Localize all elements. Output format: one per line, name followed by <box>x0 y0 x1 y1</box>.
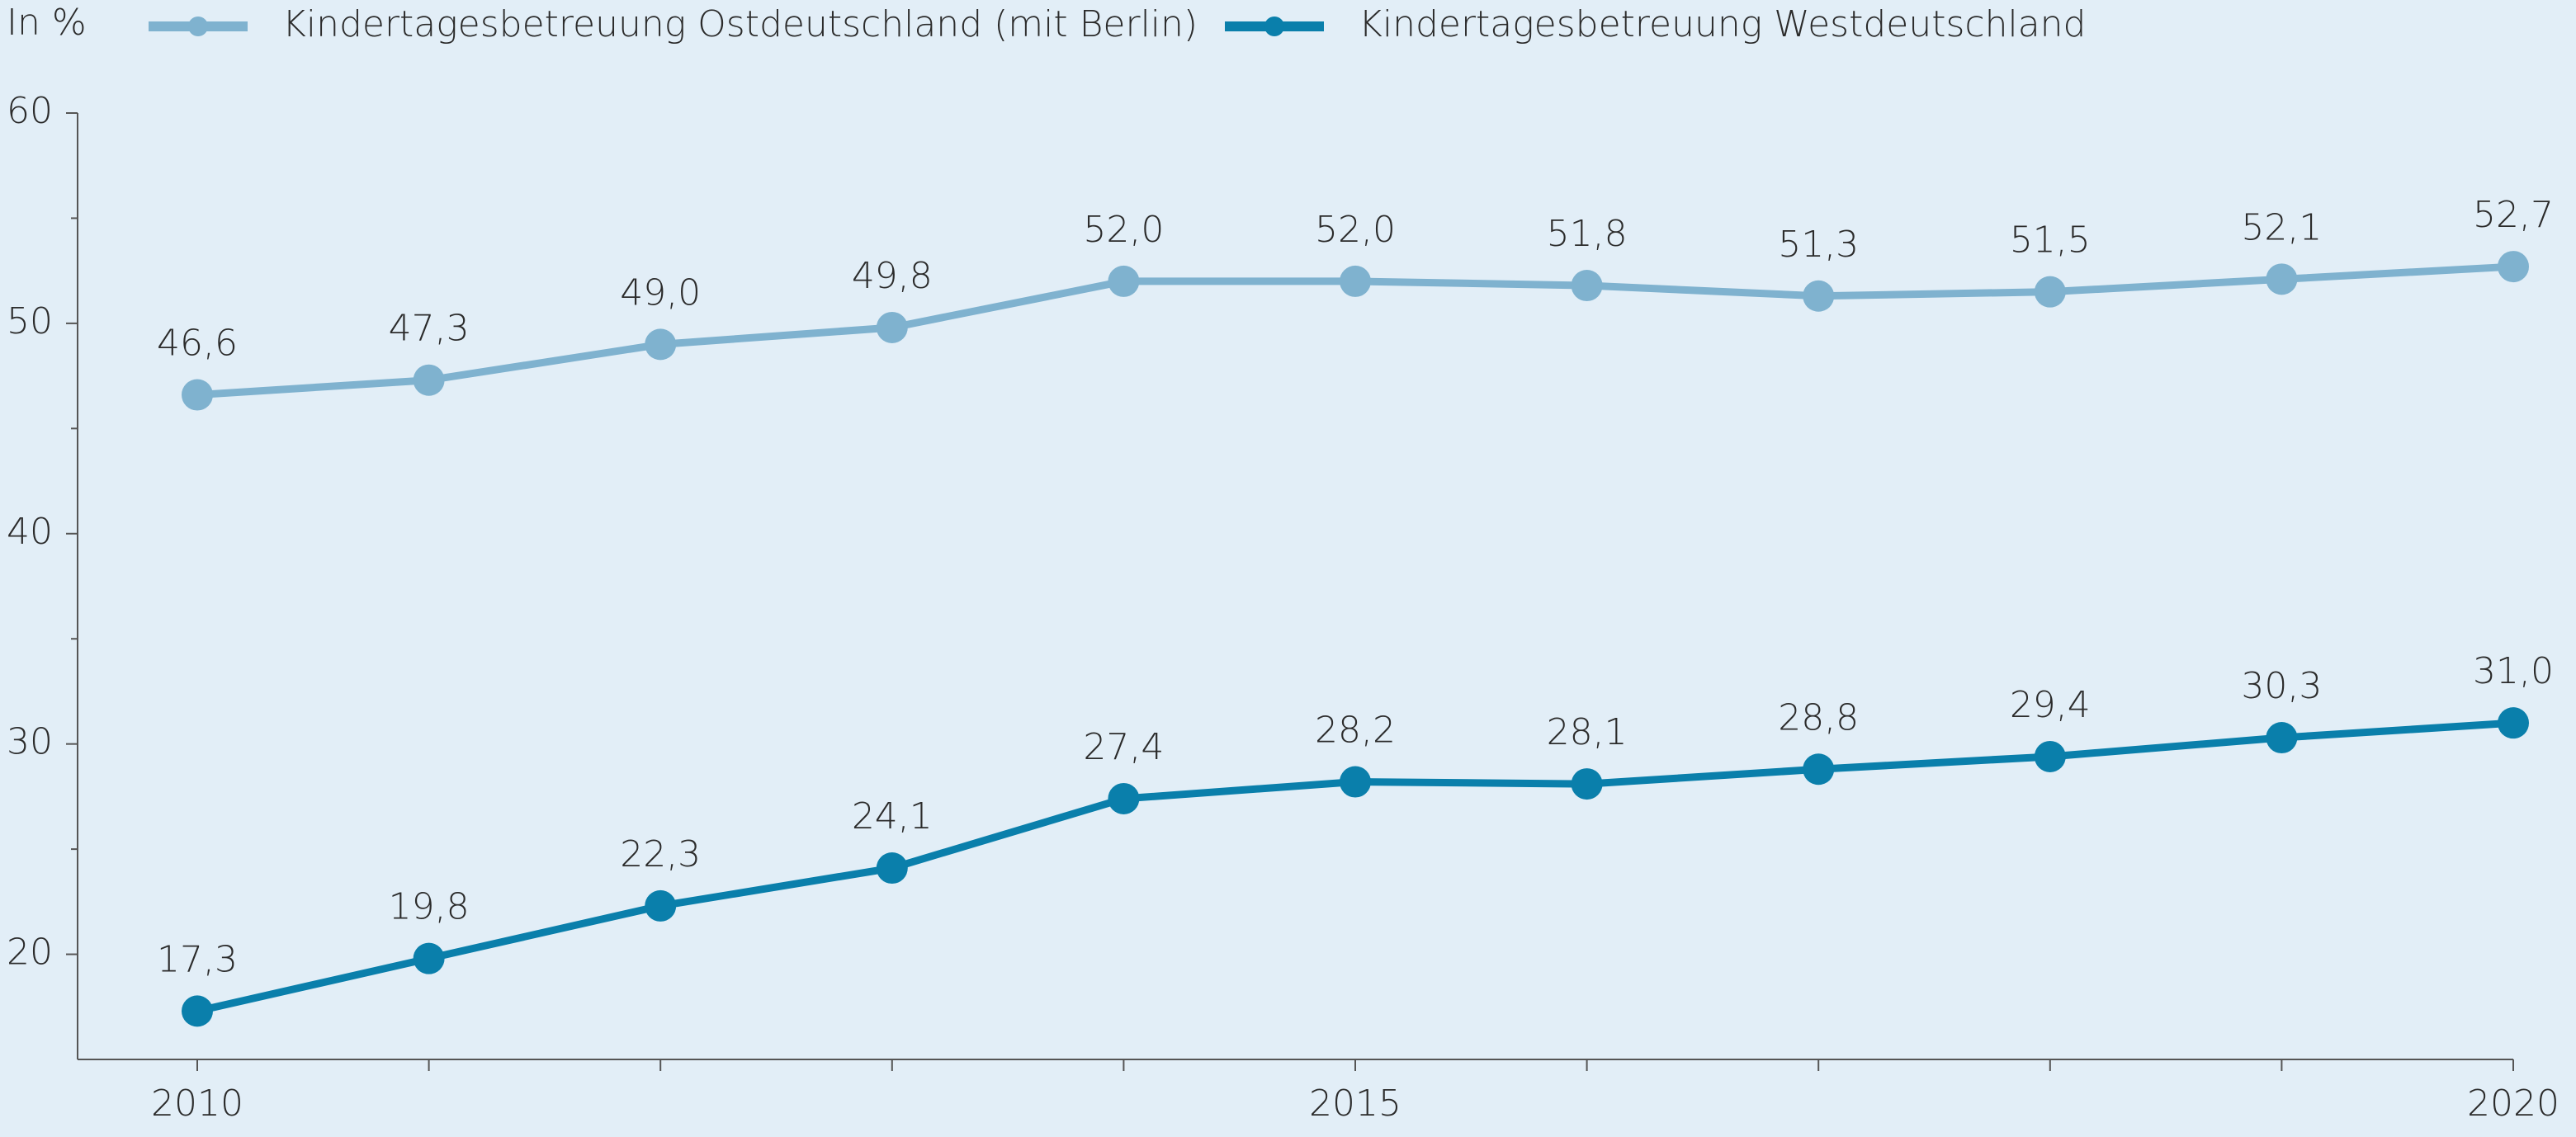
data-point <box>2266 263 2298 295</box>
y-tick-label: 50 <box>7 300 53 342</box>
data-label: 47,3 <box>389 308 470 350</box>
legend-marker <box>1264 17 1284 36</box>
data-label: 29,4 <box>2010 684 2091 726</box>
data-point <box>1108 265 1140 297</box>
x-tick-label: 2020 <box>2467 1083 2559 1125</box>
data-label: 52,0 <box>1083 209 1164 251</box>
data-point <box>876 852 908 885</box>
data-label: 24,1 <box>852 795 933 837</box>
data-point <box>1803 280 1835 312</box>
data-label: 31,0 <box>2473 650 2554 692</box>
y-tick-label: 20 <box>7 932 53 974</box>
data-point <box>1108 782 1140 814</box>
data-label: 51,8 <box>1547 213 1628 255</box>
data-point <box>182 379 213 411</box>
data-point <box>2498 251 2529 283</box>
data-label: 28,1 <box>1547 711 1628 753</box>
legend-label: Kindertagesbetreuung Ostdeutschland (mit… <box>282 3 1198 45</box>
data-label: 30,3 <box>2241 665 2322 707</box>
data-point <box>1340 766 1371 798</box>
x-tick-label: 2010 <box>151 1083 243 1125</box>
y-tick-label: 60 <box>7 90 53 132</box>
data-label: 49,8 <box>852 255 933 297</box>
data-point <box>876 311 908 343</box>
data-label: 27,4 <box>1083 726 1164 768</box>
y-tick-label: 30 <box>7 721 53 763</box>
data-label: 52,1 <box>2241 206 2322 248</box>
data-point <box>413 942 445 974</box>
data-label: 22,3 <box>620 833 701 875</box>
data-label: 52,7 <box>2473 194 2554 236</box>
data-point <box>182 995 213 1027</box>
data-point <box>2498 707 2529 739</box>
data-label: 52,0 <box>1315 209 1396 251</box>
data-label: 28,8 <box>1778 696 1859 738</box>
data-label: 19,8 <box>389 886 470 928</box>
data-label: 51,3 <box>1778 224 1859 266</box>
data-point <box>1571 270 1603 302</box>
data-point <box>645 889 677 922</box>
data-point <box>1340 265 1371 297</box>
x-tick-label: 2015 <box>1309 1083 1401 1125</box>
y-axis-label: In % <box>7 2 87 44</box>
legend-label: Kindertagesbetreuung Westdeutschland <box>1359 3 2086 45</box>
data-label: 51,5 <box>2010 219 2091 262</box>
data-point <box>1803 753 1835 786</box>
data-label: 46,6 <box>157 323 238 365</box>
data-point <box>645 328 677 361</box>
data-label: 49,0 <box>620 271 701 314</box>
data-label: 28,2 <box>1315 710 1396 752</box>
data-point <box>413 364 445 396</box>
data-point <box>2034 740 2066 772</box>
legend-marker <box>188 17 208 36</box>
data-label: 17,3 <box>157 938 238 980</box>
data-point <box>1571 768 1603 800</box>
y-tick-label: 40 <box>7 511 53 553</box>
data-point <box>2034 276 2066 308</box>
data-point <box>2266 722 2298 754</box>
